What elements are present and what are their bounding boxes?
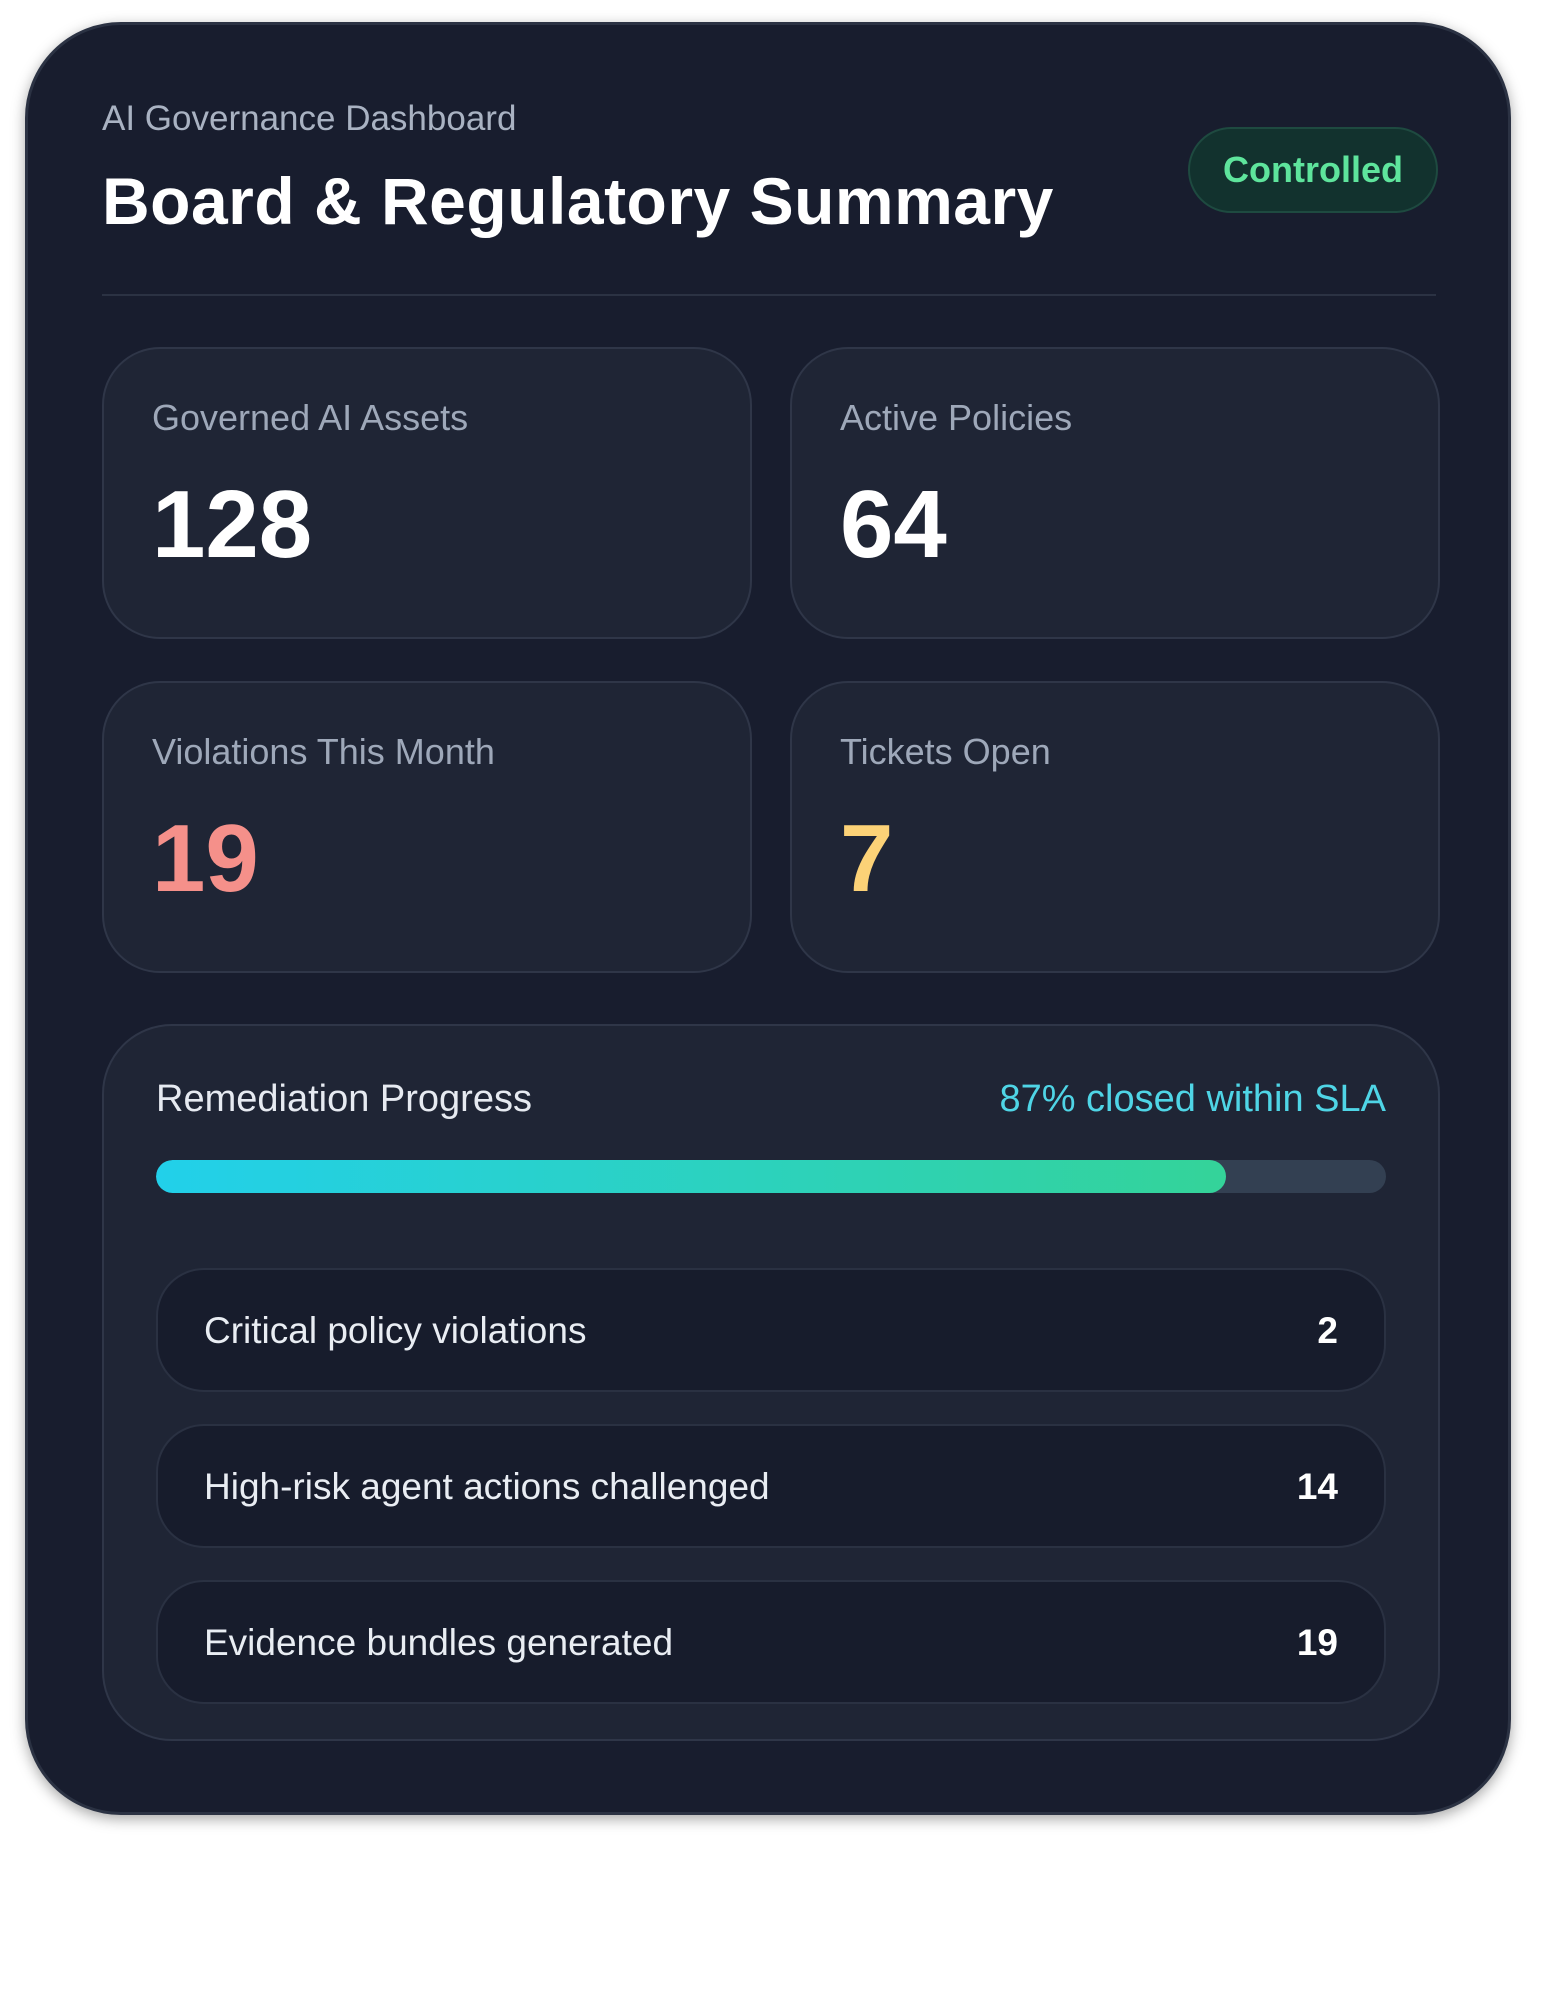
progress-track	[156, 1160, 1386, 1193]
stat-value: 7	[840, 805, 894, 912]
stat-label: Active Policies	[840, 397, 1073, 438]
page-title: Board & Regulatory Summary	[102, 164, 1054, 238]
list-item[interactable]: Evidence bundles generated 19	[156, 1580, 1386, 1704]
list-item-count: 2	[1317, 1310, 1338, 1351]
governance-summary-card: AI Governance Dashboard Board & Regulato…	[25, 22, 1511, 1815]
stat-card-violations[interactable]: Violations This Month 19	[102, 681, 752, 973]
stat-card-governed-assets[interactable]: Governed AI Assets 128	[102, 347, 752, 639]
dashboard-eyebrow: AI Governance Dashboard	[102, 99, 517, 138]
stat-card-tickets-open[interactable]: Tickets Open 7	[790, 681, 1440, 973]
stat-value: 19	[152, 805, 259, 912]
remediation-progress-title: Remediation Progress	[156, 1078, 532, 1120]
list-item-label: High-risk agent actions challenged	[204, 1466, 770, 1507]
stat-card-active-policies[interactable]: Active Policies 64	[790, 347, 1440, 639]
stat-label: Tickets Open	[840, 731, 1051, 772]
stat-value: 64	[840, 471, 947, 578]
remediation-progress-panel: Remediation Progress 87% closed within S…	[102, 1024, 1440, 1741]
list-item-count: 19	[1296, 1622, 1338, 1663]
list-item-label: Evidence bundles generated	[204, 1622, 674, 1663]
list-item-count: 14	[1296, 1466, 1338, 1507]
status-badge: Controlled	[1188, 127, 1438, 213]
stat-value: 128	[152, 471, 313, 578]
stat-label: Violations This Month	[152, 731, 495, 772]
list-item[interactable]: Critical policy violations 2	[156, 1268, 1386, 1392]
list-item-label: Critical policy violations	[204, 1310, 587, 1351]
list-item[interactable]: High-risk agent actions challenged 14	[156, 1424, 1386, 1548]
header-divider	[102, 294, 1436, 296]
sla-summary: 87% closed within SLA	[999, 1078, 1386, 1120]
stat-label: Governed AI Assets	[152, 397, 469, 438]
progress-fill	[156, 1160, 1227, 1193]
